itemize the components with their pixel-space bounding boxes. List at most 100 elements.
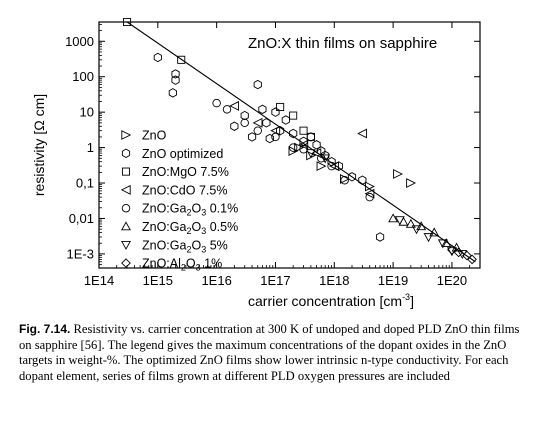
data-point-triangle-right xyxy=(316,161,327,172)
legend-label-sub: 2 xyxy=(186,226,191,236)
legend-marker-diamond xyxy=(121,258,131,268)
y-tick-label: 0,01 xyxy=(69,211,94,226)
data-point-triangle-up xyxy=(388,213,399,223)
data-point-circle xyxy=(288,143,298,152)
x-tick-label: 1E15 xyxy=(143,273,173,288)
data-point-hexagon xyxy=(375,232,385,242)
legend-label-sub: 3 xyxy=(201,208,206,218)
legend-label-sub: 3 xyxy=(196,263,201,273)
legend-marker-square xyxy=(121,167,131,176)
legend-label-part: ZnO:MgO 7.5% xyxy=(142,165,229,179)
data-point-hexagon xyxy=(258,104,267,115)
data-point-triangle-down xyxy=(423,233,434,243)
legend-label-sub: 3 xyxy=(201,226,206,236)
figure-caption: Fig. 7.14. Resistivity vs. carrier conce… xyxy=(19,322,534,384)
data-point-circle xyxy=(299,144,308,154)
legend-label-part: ZnO xyxy=(142,129,167,143)
data-point-hexagon xyxy=(347,172,357,182)
data-point-square xyxy=(306,132,315,141)
data-point-hexagon xyxy=(289,128,298,139)
caption-label: Fig. 7.14. xyxy=(19,322,71,336)
y-tick-label: 1E-3 xyxy=(67,246,94,261)
plot-frame xyxy=(98,21,481,269)
data-point-triangle-down xyxy=(394,216,405,226)
y-axis-label: resistivity [Ω cm] xyxy=(31,94,47,196)
x-axis-label-sup: -3 xyxy=(402,292,410,302)
data-points xyxy=(123,17,477,265)
data-point-triangle-up xyxy=(405,218,416,228)
x-tick-label: 1E17 xyxy=(260,273,290,288)
data-point-hexagon xyxy=(312,140,321,150)
data-point-triangle-up xyxy=(441,238,452,248)
x-tick-label: 1E16 xyxy=(201,273,231,288)
caption-text: Resistivity vs. carrier concentration at… xyxy=(19,322,520,383)
data-point-triangle-down xyxy=(437,239,448,249)
data-point-triangle-left xyxy=(252,117,263,128)
legend-label: ZnO:MgO 7.5% xyxy=(142,165,229,179)
data-point-circle xyxy=(365,192,374,202)
x-axis-label-main: carrier concentration [cm xyxy=(248,293,402,309)
scatter-chart: 1E14 1E15 1E16 1E17 1E18 1E19 1E20 1000 100 10 1 0,… xyxy=(31,17,481,309)
data-point-triangle-left xyxy=(311,148,322,159)
data-point-hexagon xyxy=(327,156,336,167)
data-point-square xyxy=(123,17,132,27)
data-point-triangle-left xyxy=(357,128,368,139)
legend-label-part: O xyxy=(191,238,201,252)
data-point-hexagon xyxy=(247,132,257,142)
data-point-triangle-left xyxy=(329,161,339,172)
data-point-triangle-up xyxy=(451,242,462,252)
legend-label: ZnO:Ga2O3 0.5% xyxy=(142,220,238,236)
legend-marker-triangle-left xyxy=(120,184,131,195)
data-point-square xyxy=(177,55,186,64)
legend-label-part: 0.5% xyxy=(206,220,238,234)
data-point-triangle-down xyxy=(411,225,422,235)
data-point-triangle-left xyxy=(298,139,309,150)
data-point-square xyxy=(276,102,285,111)
data-point-circle xyxy=(327,161,336,171)
data-point-hexagon xyxy=(171,69,180,79)
x-tick-label: 1E14 xyxy=(84,273,114,288)
legend: ZnO ZnO optimized ZnO:MgO 7.5% ZnO:CdO 7.5%… xyxy=(120,129,238,273)
y-tick-label: 1000 xyxy=(65,34,94,49)
data-point-hexagon xyxy=(334,161,344,171)
data-point-hexagon xyxy=(171,75,180,85)
data-point-circle xyxy=(222,105,232,114)
data-point-hexagon xyxy=(168,88,177,98)
legend-label-part: ZnO:Al xyxy=(142,257,181,271)
legend-label: ZnO:CdO 7.5% xyxy=(142,183,227,197)
data-point-hexagon xyxy=(262,118,271,128)
data-point-triangle-right xyxy=(294,142,305,153)
data-point-hexagon xyxy=(253,79,262,90)
data-point-hexagon xyxy=(358,175,367,185)
legend-label: ZnO:Ga2O3 5% xyxy=(142,238,228,254)
data-point-triangle-right xyxy=(406,178,417,188)
chart-title: ZnO:X thin films on sapphire xyxy=(248,35,437,52)
data-point-triangle-down xyxy=(320,154,331,164)
data-point-square xyxy=(299,126,308,135)
data-point-circle xyxy=(253,126,262,135)
data-point-circle xyxy=(271,132,280,142)
data-point-diamond xyxy=(447,245,457,255)
x-axis-label: carrier concentration [cm-3] xyxy=(248,292,414,309)
legend-label-part: 0.1% xyxy=(206,202,238,216)
legend-label-part: O xyxy=(191,202,201,216)
data-point-triangle-right xyxy=(288,146,299,156)
legend-label: ZnO:Al2O3 1% xyxy=(142,257,222,273)
data-point-circle xyxy=(212,98,221,108)
y-tick-label: 0,1 xyxy=(76,176,94,191)
data-point-triangle-right xyxy=(393,169,403,179)
data-point-circle xyxy=(240,118,249,128)
legend-label-part: ZnO:Ga xyxy=(142,220,187,234)
data-point-triangle-left xyxy=(364,188,375,199)
data-point-hexagon xyxy=(271,107,280,117)
x-tick-label: 1E19 xyxy=(378,273,408,288)
data-point-hexagon xyxy=(240,110,249,121)
legend-label-part: 1% xyxy=(201,257,223,271)
legend-marker-hexagon xyxy=(121,148,131,159)
legend-label-sub: 3 xyxy=(201,244,206,254)
legend-marker-triangle-up xyxy=(121,221,131,231)
x-axis-label-end: ] xyxy=(410,293,414,309)
legend-marker-triangle-down xyxy=(121,240,131,250)
data-point-hexagon xyxy=(281,115,290,125)
axis-ticks: 1E14 1E15 1E16 1E17 1E18 1E19 1E20 1000 100 10 1 0,… xyxy=(65,22,481,288)
